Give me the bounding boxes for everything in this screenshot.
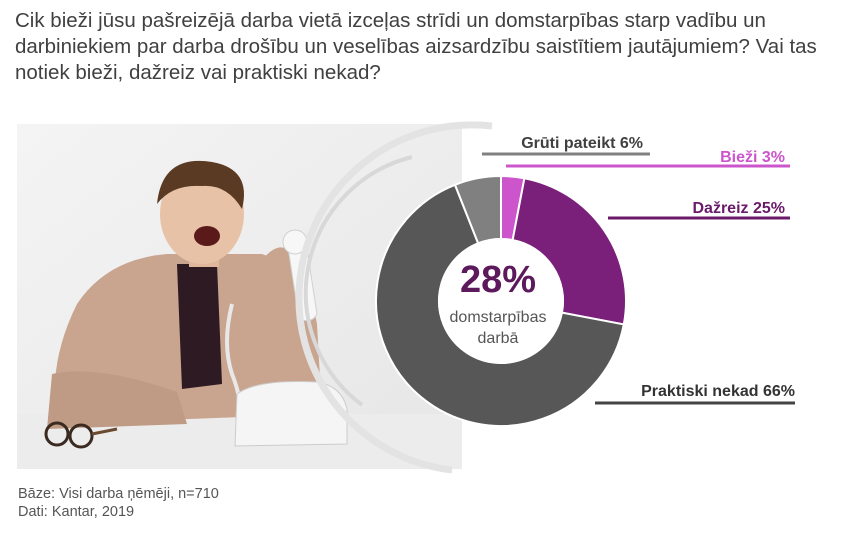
question-title: Cik bieži jūsu pašreizējā darba vietā iz… [15,9,817,84]
footer-source: Dati: Kantar, 2019 [18,504,135,520]
label-gruti-pateikt: Grūti pateikt 6% [521,135,643,152]
decor-arc-outer [295,121,493,474]
label-dazreiz: Dažreiz 25% [693,200,786,217]
center-value: 28% [460,259,536,301]
center-line1: domstarpības [450,309,547,326]
donut-slices [375,174,627,427]
center-line2: darbā [478,330,519,347]
label-biezi: Bieži 3% [720,149,785,166]
label-praktiski-nekad: Praktiski nekad 66% [641,383,795,400]
footer-base: Bāze: Visi darba ņēmēji, n=710 [18,486,219,502]
photo-man-shouting-phone [17,124,462,469]
footer-notes: Bāze: Visi darba ņēmēji, n=710 Dati: Kan… [18,485,219,521]
donut-hole [438,238,564,364]
decor-arc-inner [303,155,413,407]
